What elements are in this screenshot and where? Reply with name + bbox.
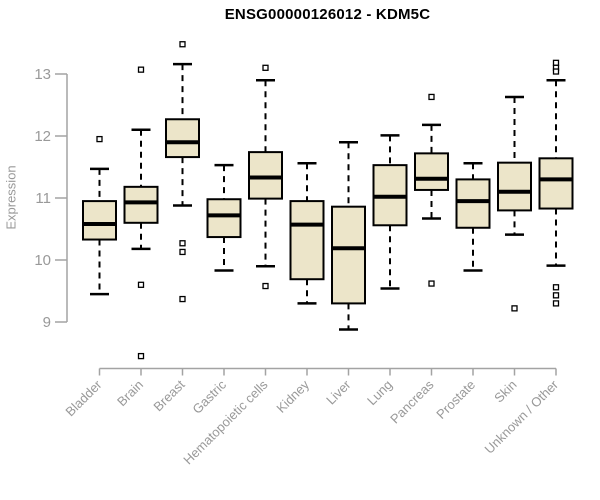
iqr-box xyxy=(497,161,532,212)
outlier-point xyxy=(179,240,186,247)
box-liver xyxy=(331,140,366,331)
box-breast xyxy=(165,41,200,303)
iqr-box xyxy=(538,157,574,210)
outlier-point xyxy=(552,284,560,291)
box-pancreas xyxy=(414,93,449,287)
x-category-label-liver: Liver xyxy=(323,377,354,408)
x-category-label-lung: Lung xyxy=(364,377,395,408)
outlier-point xyxy=(552,292,560,299)
y-tick-label: 9 xyxy=(43,314,51,331)
chart-title: ENSG00000126012 - KDM5C xyxy=(224,6,431,23)
box-hematopoietic-cells xyxy=(248,64,283,290)
x-category-label-bladder: Bladder xyxy=(62,377,105,420)
iqr-box xyxy=(455,178,491,229)
x-category-label-unknown-other: Unknown / Other xyxy=(482,377,562,457)
iqr-box xyxy=(206,198,242,239)
outlier-point xyxy=(552,59,560,66)
box-kidney xyxy=(289,162,325,305)
outlier-point xyxy=(552,300,560,307)
x-category-label-breast: Breast xyxy=(150,377,187,414)
iqr-box xyxy=(289,200,325,281)
outlier-point xyxy=(428,93,435,101)
outlier-point xyxy=(262,64,269,71)
outlier-point xyxy=(511,305,518,312)
y-tick-label: 13 xyxy=(34,66,51,83)
iqr-box xyxy=(414,152,449,191)
box-unknown-other xyxy=(538,59,574,307)
x-category-label-kidney: Kidney xyxy=(273,377,312,416)
box-brain xyxy=(123,66,159,360)
x-category-label-skin: Skin xyxy=(491,377,519,405)
iqr-box xyxy=(248,151,283,200)
x-category-label-prostate: Prostate xyxy=(433,377,478,422)
x-category-label-brain: Brain xyxy=(114,377,146,409)
outlier-point xyxy=(179,295,186,303)
box-skin xyxy=(497,95,532,312)
y-tick-label: 12 xyxy=(34,128,51,145)
iqr-box xyxy=(123,185,159,224)
outlier-point xyxy=(137,281,145,288)
y-tick-label: 11 xyxy=(35,190,51,207)
outlier-point xyxy=(137,66,145,73)
outlier-point xyxy=(428,280,435,287)
x-category-label-gastric: Gastric xyxy=(189,377,229,417)
outlier-point xyxy=(179,41,186,48)
box-bladder xyxy=(82,135,117,296)
box-gastric xyxy=(206,163,242,272)
outlier-point xyxy=(262,282,269,290)
iqr-box xyxy=(82,200,117,241)
outlier-point xyxy=(137,352,145,360)
x-category-label-pancreas: Pancreas xyxy=(387,377,437,427)
outlier-point xyxy=(552,68,560,75)
outlier-point xyxy=(96,135,103,143)
iqr-box xyxy=(331,205,366,305)
y-axis: 9 10 11 12 13 xyxy=(34,66,68,331)
box-lung xyxy=(372,134,408,290)
outlier-point xyxy=(179,248,186,256)
box-prostate xyxy=(455,162,491,272)
y-tick-label: 10 xyxy=(34,252,51,269)
iqr-box xyxy=(165,118,200,159)
